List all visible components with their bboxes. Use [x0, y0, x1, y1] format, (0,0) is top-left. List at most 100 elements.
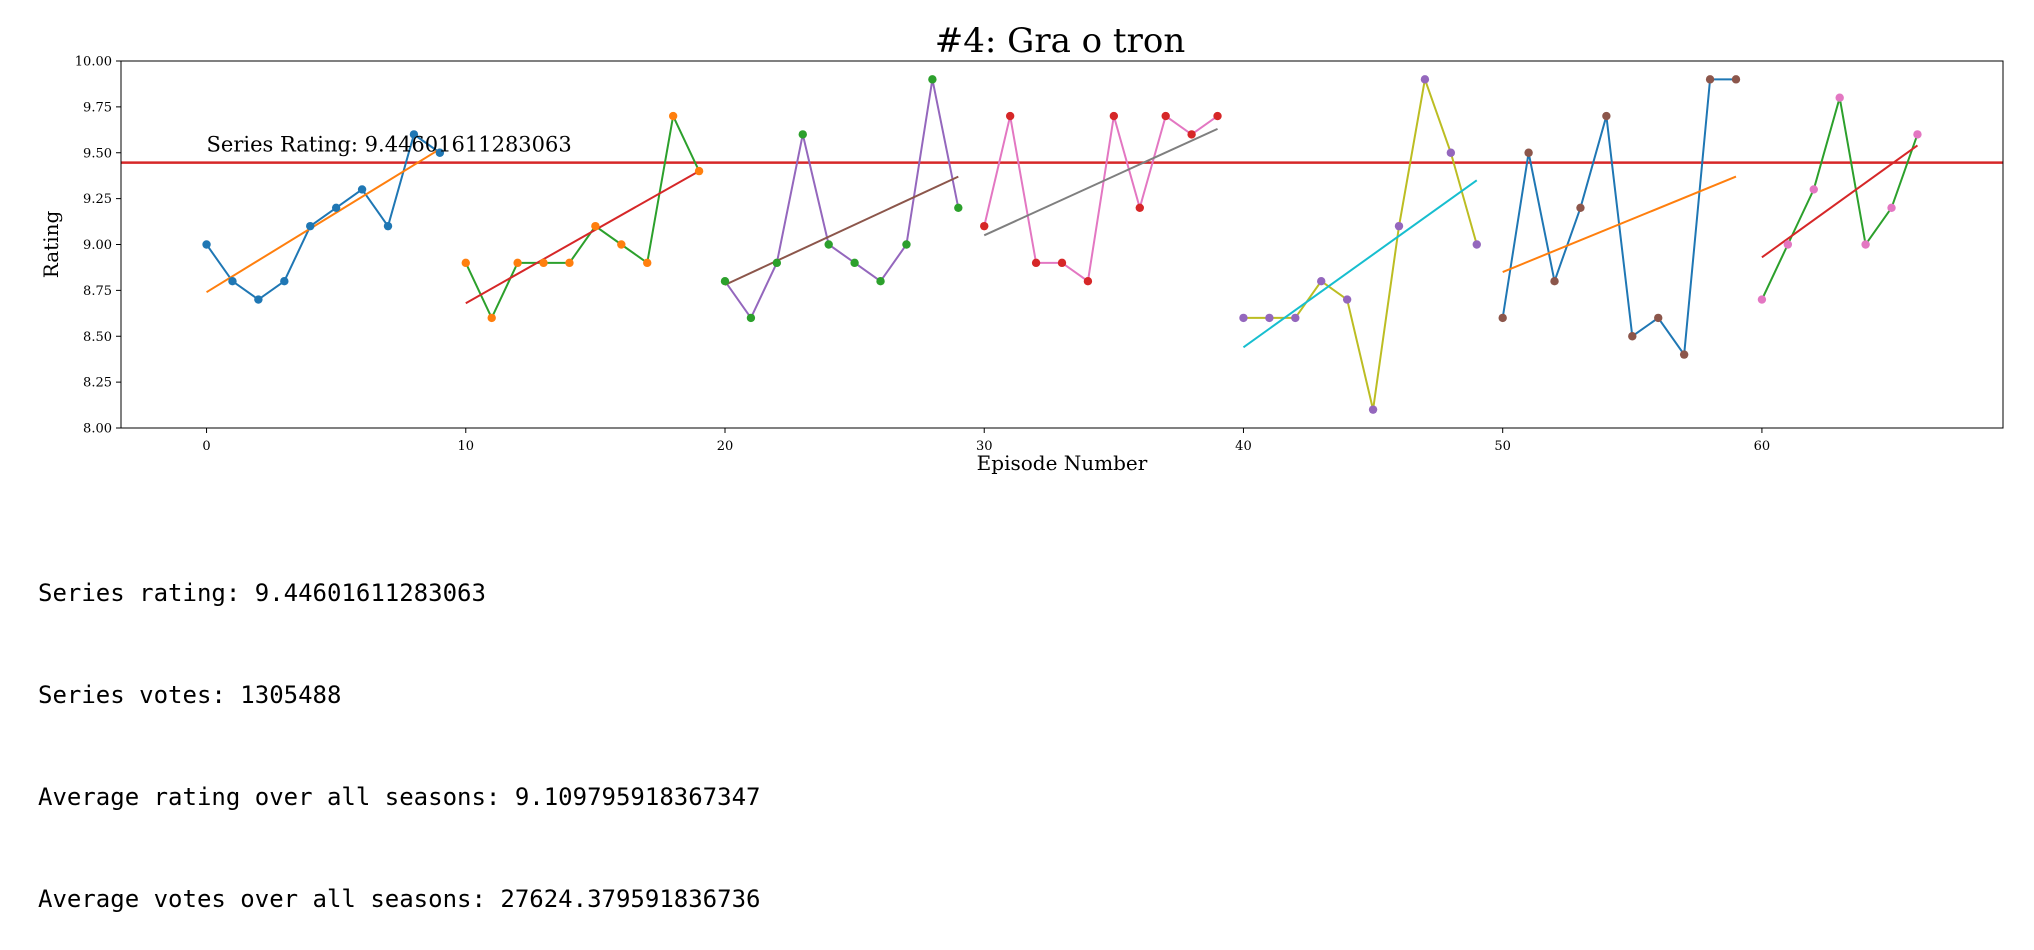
season-trend-line — [1761, 144, 1919, 259]
series-rating-output: Series rating: 9.44601611283063 — [38, 579, 486, 607]
average-rating-output: Average rating over all seasons: 9.10979… — [38, 783, 761, 811]
season-line — [464, 112, 700, 321]
season-line — [1501, 78, 1736, 358]
season-2 — [461, 111, 704, 323]
season-5 — [1239, 75, 1481, 414]
season-trend-line — [1242, 179, 1478, 349]
episode-point — [1420, 75, 1430, 84]
x-tick-label: 20 — [717, 439, 734, 454]
episode-point — [1705, 75, 1715, 84]
ratings-chart: #4: Gra o tron 8.00 8.25 8.50 8.75 9.00 9.25 9… — [39, 21, 2004, 475]
y-tick-label: 9.00 — [83, 238, 112, 253]
episode-point — [1239, 313, 1248, 323]
episode-point — [306, 221, 315, 231]
episode-point — [1135, 203, 1144, 212]
episode-point — [1783, 240, 1793, 249]
episode-point — [798, 130, 807, 139]
season-line — [1761, 97, 1919, 300]
episode-point — [1550, 277, 1559, 286]
x-tick-label: 0 — [202, 439, 210, 454]
episode-point — [617, 240, 626, 249]
episode-point — [1342, 295, 1352, 304]
episode-point — [1602, 111, 1611, 121]
episode-point — [1291, 313, 1300, 323]
episode-point — [383, 221, 393, 231]
episode-point — [902, 240, 911, 249]
y-tick-label: 8.75 — [83, 284, 112, 299]
episode-point — [1576, 203, 1585, 212]
episode-point — [720, 277, 730, 286]
episode-point — [1887, 203, 1896, 212]
y-axis-label: Rating — [39, 211, 63, 279]
season-4 — [980, 111, 1222, 286]
y-tick-label: 9.25 — [83, 192, 112, 207]
season-trend-line — [983, 127, 1218, 237]
series-votes-output: Series votes: 1305488 — [38, 681, 342, 709]
x-axis: 0 10 20 30 40 50 60 — [202, 428, 1770, 454]
episode-point — [1083, 277, 1093, 286]
series-rating-annotation: Series Rating: 9.44601611283063 — [207, 133, 572, 157]
episode-point — [954, 203, 963, 212]
season-7 — [1757, 93, 1922, 304]
episode-point — [1187, 130, 1196, 139]
console-output: Series rating: 9.44601611283063 Series v… — [38, 508, 760, 950]
y-tick-label: 10.00 — [75, 55, 112, 70]
episode-point — [357, 185, 367, 194]
season-6 — [1498, 75, 1741, 359]
episode-point — [928, 75, 937, 84]
episode-point — [280, 277, 289, 286]
episode-point — [461, 258, 470, 268]
episode-point — [1835, 93, 1844, 102]
x-tick-label: 60 — [1754, 439, 1771, 454]
plot-area — [121, 75, 2003, 414]
episode-point — [1057, 258, 1067, 268]
season-trend-line — [724, 175, 959, 286]
episode-point — [1809, 185, 1818, 194]
season-trend-line — [465, 170, 700, 305]
y-axis: 8.00 8.25 8.50 8.75 9.00 9.25 9.50 9.75 10.00 — [75, 55, 121, 437]
episode-point — [1368, 405, 1378, 414]
episode-point — [876, 277, 885, 286]
season-3 — [720, 75, 963, 323]
episode-point — [254, 295, 263, 304]
y-tick-label: 9.50 — [83, 146, 112, 161]
episode-point — [228, 277, 237, 286]
episode-point — [1265, 313, 1274, 323]
season-1 — [202, 130, 445, 304]
episode-point — [980, 221, 989, 231]
season-trend-line — [1502, 175, 1737, 273]
episode-point — [694, 166, 704, 176]
episode-point — [850, 258, 859, 268]
season-line — [205, 132, 441, 301]
episode-point — [487, 313, 496, 323]
episode-point — [1524, 148, 1533, 157]
episode-point — [1161, 111, 1170, 121]
episode-point — [565, 258, 574, 268]
episode-point — [202, 240, 211, 249]
x-axis-label: Episode Number — [977, 451, 1148, 475]
chart-title: #4: Gra o tron — [935, 21, 1185, 61]
episode-point — [1628, 332, 1637, 341]
y-tick-label: 8.50 — [83, 330, 112, 345]
episode-point — [668, 111, 678, 121]
y-tick-label: 8.25 — [83, 376, 112, 391]
episode-point — [591, 221, 600, 231]
y-tick-label: 9.75 — [83, 100, 112, 115]
episode-point — [331, 203, 341, 212]
episode-point — [643, 258, 652, 268]
plot-frame — [120, 60, 2004, 429]
x-tick-label: 50 — [1494, 439, 1511, 454]
season-line — [1243, 75, 1478, 410]
x-tick-label: 40 — [1235, 439, 1252, 454]
average-votes-output: Average votes over all seasons: 27624.37… — [38, 885, 761, 913]
episode-point — [1679, 350, 1689, 359]
episode-point — [1005, 111, 1015, 121]
episode-point — [435, 148, 445, 157]
season-line — [983, 114, 1219, 283]
season-line — [724, 79, 960, 320]
episode-point — [1446, 148, 1456, 157]
episode-point — [1913, 130, 1922, 139]
episode-point — [1317, 277, 1326, 286]
episode-point — [1861, 240, 1870, 249]
episode-point — [539, 258, 548, 268]
